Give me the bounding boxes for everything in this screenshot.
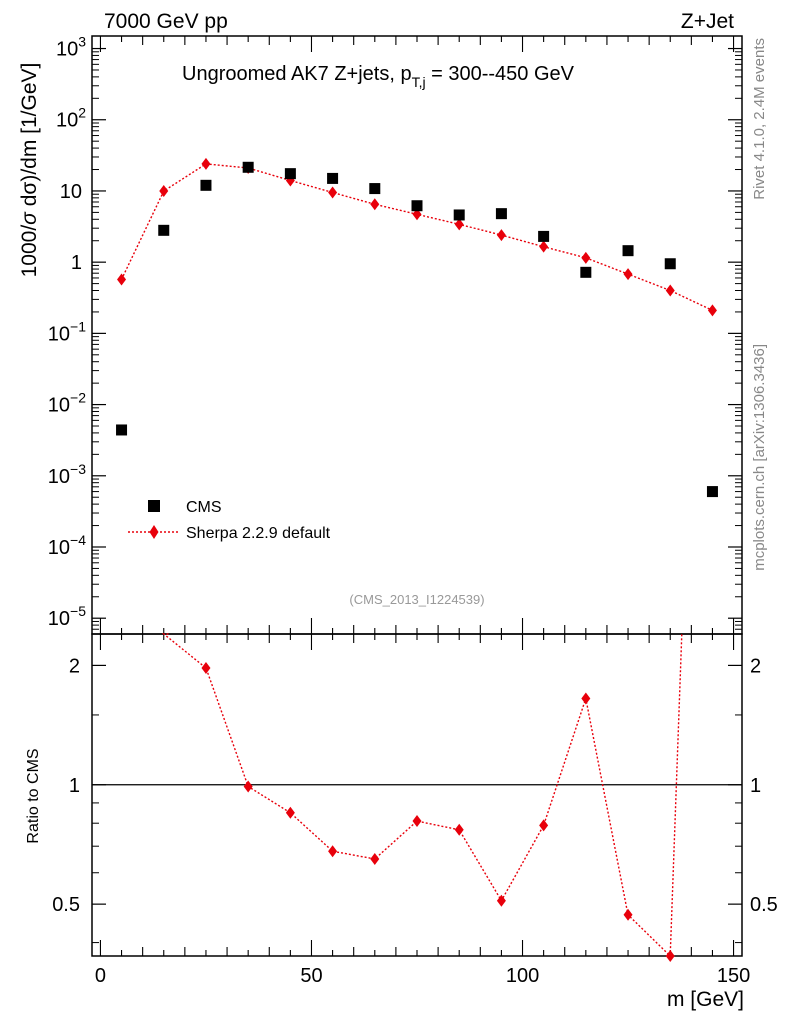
ratio-point <box>370 852 380 865</box>
cms-point <box>116 424 128 436</box>
x-tick-label: 150 <box>717 965 750 987</box>
ratio-point <box>412 815 422 828</box>
cms-point <box>495 208 507 220</box>
legend-cms-marker <box>148 500 160 512</box>
ratio-point <box>243 780 253 793</box>
sherpa-point <box>454 218 464 231</box>
main-y-tick-label: 10−1 <box>48 318 86 345</box>
cms-point <box>200 179 212 191</box>
ratio-panel-frame <box>91 633 743 957</box>
sherpa-point <box>581 251 591 264</box>
ratio-y-tick-label-left: 0.5 <box>52 894 80 916</box>
cms-point <box>622 245 634 257</box>
title-main: Ungroomed AK7 Z+jets, p <box>182 63 412 85</box>
cms-point <box>580 266 592 278</box>
cms-point <box>327 172 339 184</box>
cms-point <box>411 200 423 212</box>
sherpa-point <box>496 229 506 242</box>
main-y-tick-label: 10−3 <box>48 461 86 488</box>
legend-sherpa-label: Sherpa 2.2.9 default <box>186 525 331 542</box>
cms-point <box>664 258 676 270</box>
ratio-y-axis-label: Ratio to CMS <box>25 748 42 843</box>
main-y-tick-label: 1 <box>71 252 82 274</box>
legend-sherpa-marker <box>149 525 159 539</box>
ratio-series-line <box>161 633 683 958</box>
ylabel-sigma: σ <box>18 211 41 225</box>
sherpa-point <box>117 273 127 286</box>
ratio-y-tick-label-right: 0.5 <box>750 894 778 916</box>
ratio-point <box>539 819 549 832</box>
ratio-point <box>454 823 464 836</box>
ratio-point <box>328 845 338 858</box>
x-axis-label: m [GeV] <box>667 988 744 1011</box>
main-plot-title: Ungroomed AK7 Z+jets, pT,j = 300--450 Ge… <box>182 63 575 90</box>
sherpa-point <box>159 184 169 197</box>
sherpa-point <box>665 284 675 297</box>
ylabel-prefix: 1000/ <box>18 225 41 278</box>
cms-point <box>284 168 296 180</box>
cms-point <box>453 209 465 221</box>
x-tick-label: 0 <box>95 965 106 987</box>
main-axes-ticks: 10−5 10−4 10−3 10−2 10−1 1 10 102 103 <box>48 34 742 635</box>
cms-point <box>538 230 550 242</box>
main-y-tick-label: 102 <box>56 105 86 132</box>
sherpa-point <box>412 208 422 221</box>
header-collision-label: 7000 GeV pp <box>104 10 228 33</box>
ratio-axes-ticks: 0 50 100 150 0.5 0.5 1 1 2 2 <box>52 634 778 987</box>
main-y-tick-label: 10−4 <box>48 532 86 559</box>
main-y-tick-label: 10−5 <box>48 603 86 630</box>
ratio-point <box>201 662 211 675</box>
ratio-point <box>665 950 675 962</box>
main-y-tick-label: 103 <box>56 34 86 61</box>
ratio-y-tick-label-left: 2 <box>69 655 80 677</box>
x-tick-label: 50 <box>300 965 322 987</box>
cms-point <box>706 486 718 498</box>
ylabel-rest: dσ)/dm [1/GeV] <box>18 63 41 213</box>
ratio-point <box>623 908 633 921</box>
analysis-label: (CMS_2013_I1224539) <box>349 592 484 607</box>
ratio-y-tick-label-right: 2 <box>750 655 761 677</box>
sherpa-point <box>201 157 211 170</box>
ratio-data-marks <box>161 633 683 962</box>
sherpa-point <box>707 304 717 317</box>
rivet-label: Rivet 4.1.0, 2.4M events <box>751 38 768 200</box>
ratio-point <box>496 894 506 907</box>
ratio-point <box>581 692 591 705</box>
cms-point <box>369 183 381 195</box>
main-y-tick-label: 10 <box>60 181 82 203</box>
header-process-label: Z+Jet <box>681 10 734 33</box>
cms-point <box>242 161 254 173</box>
sherpa-point <box>623 268 633 281</box>
main-panel-frame <box>91 35 743 635</box>
mcplots-label: mcplots.cern.ch [arXiv:1306.3436] <box>751 344 768 571</box>
ratio-y-tick-label-right: 1 <box>750 775 761 797</box>
legend-cms-label: CMS <box>186 499 222 516</box>
sherpa-point <box>370 198 380 211</box>
sherpa-point <box>328 186 338 199</box>
main-y-axis-label: 1000/σ dσ)/dm [1/GeV] <box>18 63 41 278</box>
sherpa-point <box>539 240 549 253</box>
ratio-point <box>285 806 295 819</box>
title-subscript: T,j <box>412 74 426 90</box>
x-tick-label: 100 <box>506 965 539 987</box>
title-tail: = 300--450 GeV <box>426 63 575 85</box>
ratio-y-tick-label-left: 1 <box>69 775 80 797</box>
main-data-marks <box>116 157 718 498</box>
main-y-tick-label: 10−2 <box>48 390 86 417</box>
cms-point <box>158 224 170 236</box>
legend: CMS Sherpa 2.2.9 default <box>128 499 331 542</box>
